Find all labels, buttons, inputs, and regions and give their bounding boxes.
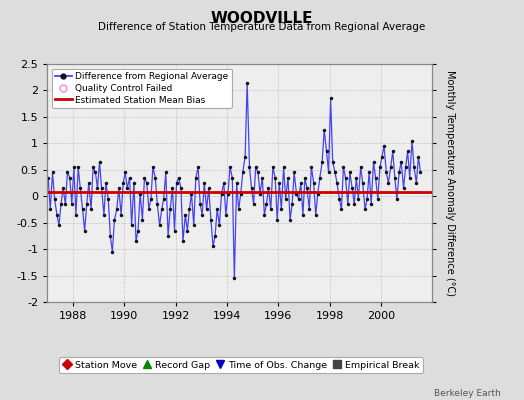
Text: WOODVILLE: WOODVILLE (211, 11, 313, 26)
Legend: Difference from Regional Average, Quality Control Failed, Estimated Station Mean: Difference from Regional Average, Qualit… (52, 68, 232, 108)
Text: Berkeley Earth: Berkeley Earth (434, 389, 500, 398)
Text: Difference of Station Temperature Data from Regional Average: Difference of Station Temperature Data f… (99, 22, 425, 32)
Legend: Station Move, Record Gap, Time of Obs. Change, Empirical Break: Station Move, Record Gap, Time of Obs. C… (59, 357, 423, 373)
Y-axis label: Monthly Temperature Anomaly Difference (°C): Monthly Temperature Anomaly Difference (… (445, 70, 455, 296)
